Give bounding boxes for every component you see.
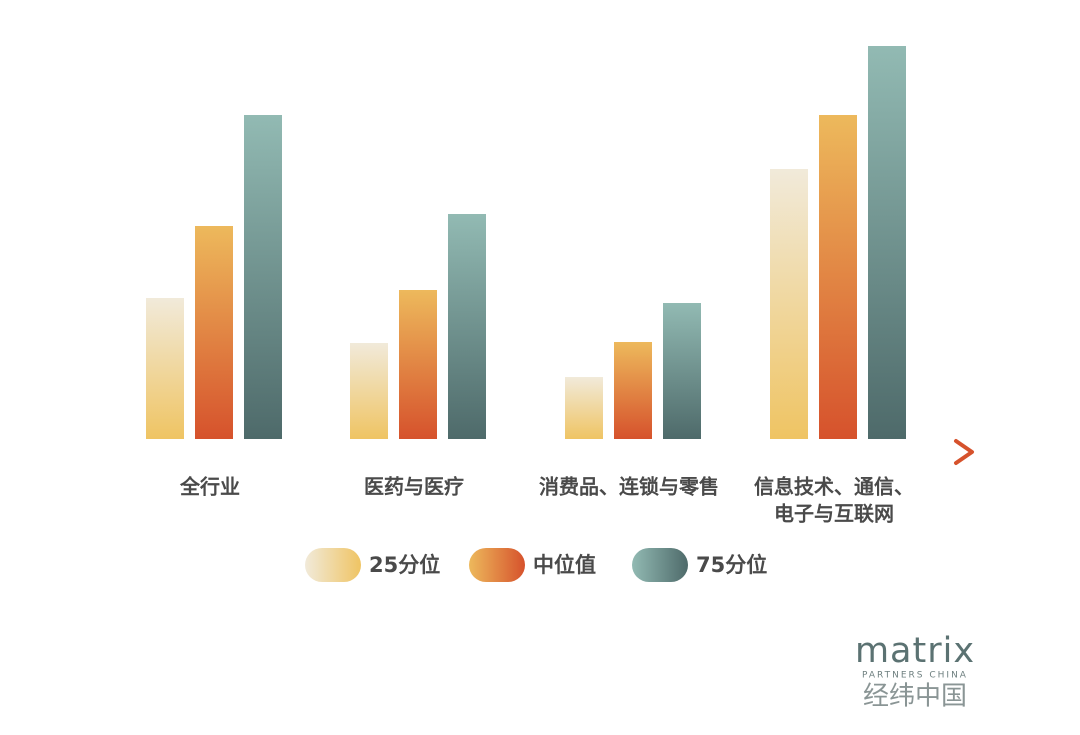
x-tick-label: 电子与互联网	[774, 502, 894, 526]
bar	[770, 169, 808, 439]
x-axis-arrow	[954, 439, 974, 465]
logo-chinese: 经纬中国	[863, 682, 967, 712]
bar	[565, 377, 603, 439]
bar	[663, 303, 701, 439]
logo-name: matrix	[855, 631, 975, 671]
legend-label: 25分位	[369, 553, 440, 577]
bar	[399, 290, 437, 439]
bar	[614, 342, 652, 439]
legend-swatch	[632, 548, 688, 582]
legend-label: 中位值	[533, 553, 596, 577]
x-tick-label: 全行业	[179, 475, 240, 499]
bar	[448, 214, 486, 439]
legend-label: 75分位	[696, 553, 767, 577]
bar	[146, 298, 184, 439]
bar	[244, 115, 282, 439]
legend-swatch	[305, 548, 361, 582]
x-tick-label: 信息技术、通信、	[754, 475, 914, 499]
x-tick-label: 消费品、连锁与零售	[539, 475, 719, 499]
bar	[350, 343, 388, 439]
bar	[819, 115, 857, 439]
logo-tagline: PARTNERS CHINA	[862, 671, 968, 681]
x-tick-label: 医药与医疗	[364, 475, 464, 499]
legend-swatch	[469, 548, 525, 582]
bar	[868, 46, 906, 439]
bar	[195, 226, 233, 439]
